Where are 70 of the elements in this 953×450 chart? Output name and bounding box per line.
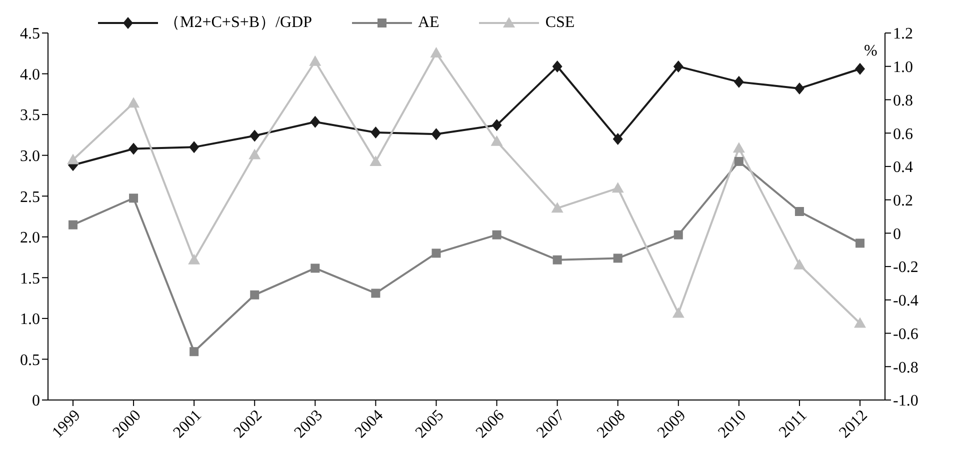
point: [310, 116, 320, 128]
point: [673, 60, 684, 72]
y-tick-label: 3.5: [20, 107, 40, 124]
point: [613, 254, 622, 263]
point: [793, 258, 806, 270]
point: [309, 55, 322, 66]
legend-label: CSE: [545, 14, 575, 32]
point: [854, 317, 866, 328]
y2-tick-label: -0.8: [893, 359, 918, 376]
y-tick-label: 0.5: [20, 352, 40, 369]
point: [734, 76, 744, 88]
point: [371, 288, 380, 298]
y-tick-label: 1.5: [20, 270, 40, 288]
point: [431, 128, 442, 140]
y-tick-label: 2.5: [20, 188, 40, 206]
y-tick-label: 4.0: [20, 66, 40, 84]
y-tick-label: 1.0: [20, 311, 40, 328]
y-tick-label: 3.0: [20, 148, 40, 166]
y-tick-label: 4.5: [20, 26, 40, 43]
point: [128, 142, 139, 155]
point: [248, 148, 261, 160]
y2-axis-title: %: [864, 42, 878, 60]
y2-tick-label: 1.2: [893, 26, 913, 43]
point: [129, 194, 138, 203]
point: [674, 230, 683, 240]
point: [250, 130, 260, 142]
y2-tick-label: 0.4: [893, 159, 913, 176]
point: [552, 60, 562, 72]
y2-tick-label: -0.6: [893, 326, 918, 343]
legend-label: AE: [418, 14, 440, 32]
x-tick-label: 2001: [170, 406, 205, 442]
point: [370, 126, 381, 138]
point: [492, 230, 502, 240]
y2-tick-label: -1.0: [893, 392, 918, 410]
point: [188, 254, 200, 264]
point: [250, 290, 260, 300]
point: [552, 255, 562, 264]
point: [128, 97, 140, 108]
point: [794, 206, 804, 216]
y-tick-label: 2.0: [20, 230, 40, 247]
point: [551, 202, 564, 213]
y2-tick-label: 0.2: [893, 192, 913, 210]
y2-tick-label: 0.6: [893, 126, 913, 143]
y-tick-label: 0: [32, 392, 40, 410]
x-tick-label: 1999: [49, 406, 84, 442]
point: [734, 156, 744, 166]
point: [855, 62, 865, 75]
legend-label: （M2+C+S+B）/GDP: [164, 13, 312, 33]
point: [794, 82, 804, 94]
point: [612, 133, 623, 146]
y2-tick-label: -0.4: [893, 292, 918, 310]
point: [672, 307, 684, 318]
point: [67, 154, 79, 164]
point: [612, 182, 624, 193]
point: [492, 119, 502, 132]
point: [430, 47, 442, 58]
point: [190, 347, 199, 356]
point: [490, 135, 503, 146]
y2-tick-label: 1.0: [893, 59, 913, 76]
point: [370, 155, 382, 166]
x-tick-label: 2011: [776, 406, 810, 442]
y2-tick-label: 0: [893, 226, 901, 243]
y2-tick-label: -0.2: [893, 259, 918, 276]
point: [856, 238, 864, 248]
y2-tick-label: 0.8: [893, 92, 913, 110]
point: [432, 248, 441, 258]
point: [732, 142, 745, 153]
point: [310, 264, 320, 273]
point: [68, 220, 78, 230]
point: [189, 141, 200, 154]
